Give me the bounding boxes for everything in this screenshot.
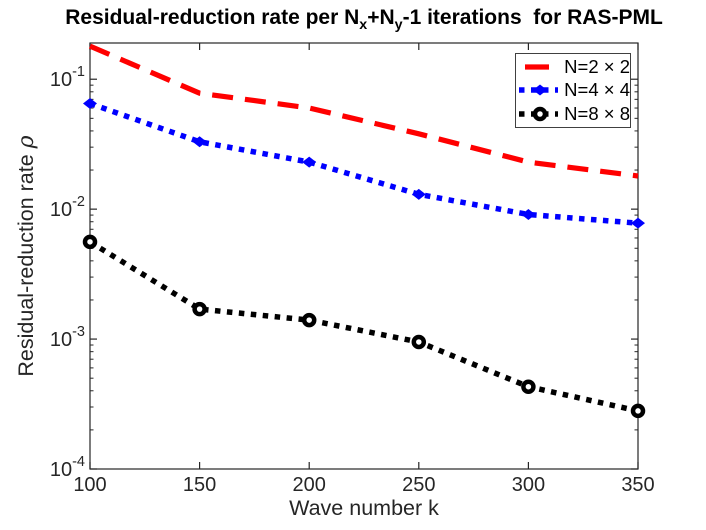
chart-title: Residual-reduction rate per Nx+Ny-1 iter… (65, 6, 663, 34)
svg-text:300: 300 (512, 474, 545, 496)
legend-line-sample-dotted-circle (519, 106, 559, 122)
title-part: +N (367, 6, 395, 29)
legend-item-n4x4: N=4 × 4 (518, 79, 630, 102)
legend: N=2 × 2 N=4 × 4 N=8 × 8 (515, 53, 631, 128)
svg-text:10-2: 10-2 (50, 194, 85, 221)
svg-text:350: 350 (621, 474, 654, 496)
plot-frame (89, 42, 639, 470)
svg-text:100: 100 (73, 474, 106, 496)
x-axis: 100 150 200 250 300 350 Wave number k (73, 43, 655, 520)
legend-label: N=4 × 4 (564, 79, 630, 101)
svg-text:250: 250 (402, 474, 435, 496)
svg-text:150: 150 (183, 474, 216, 496)
y-axis-label: Residual-reduction rate ρ (14, 135, 39, 376)
legend-label: N=8 × 8 (564, 103, 630, 125)
title-subscript-y: y (394, 17, 403, 34)
legend-label: N=2 × 2 (564, 55, 630, 77)
legend-line-sample-dashed (525, 64, 549, 70)
legend-item-n8x8: N=8 × 8 (518, 103, 630, 126)
svg-text:200: 200 (293, 474, 326, 496)
x-axis-label: Wave number k (289, 496, 439, 520)
title-part: -1 iterations for RAS-PML (402, 6, 663, 29)
title-part: Residual-reduction rate per N (65, 6, 360, 29)
svg-text:10-3: 10-3 (50, 324, 85, 351)
series-lines (88, 43, 639, 414)
title-subscript-x: x (359, 17, 368, 34)
series-markers (82, 98, 646, 419)
svg-text:10-1: 10-1 (50, 64, 85, 91)
legend-item-n2x2: N=2 × 2 (518, 55, 630, 78)
legend-line-sample-dotted-diamond (519, 84, 559, 96)
